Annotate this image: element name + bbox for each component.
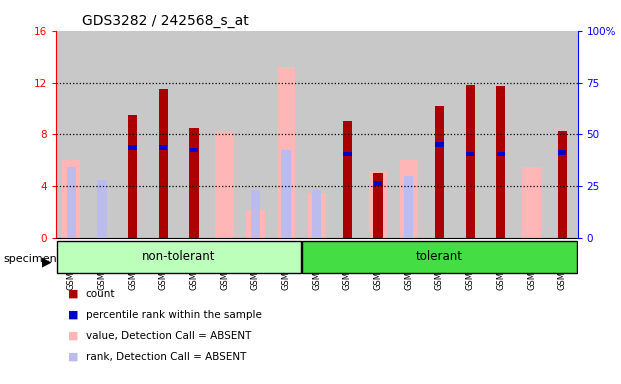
Bar — [301, 31, 332, 238]
Bar — [547, 31, 578, 238]
Bar — [179, 31, 209, 238]
Text: count: count — [86, 289, 116, 299]
Bar — [307, 193, 326, 238]
Bar — [435, 142, 443, 147]
Bar — [486, 31, 516, 238]
FancyBboxPatch shape — [302, 242, 577, 273]
Bar — [466, 152, 474, 156]
Bar — [271, 31, 301, 238]
Text: non-tolerant: non-tolerant — [142, 250, 215, 263]
Bar — [128, 115, 137, 238]
Text: rank, Detection Call = ABSENT: rank, Detection Call = ABSENT — [86, 352, 246, 362]
Bar — [189, 128, 199, 238]
Bar — [246, 210, 265, 238]
Text: value, Detection Call = ABSENT: value, Detection Call = ABSENT — [86, 331, 251, 341]
Bar — [56, 31, 86, 238]
Text: ■: ■ — [68, 310, 79, 320]
Bar — [86, 31, 117, 238]
Bar — [281, 150, 291, 238]
Bar — [129, 145, 137, 150]
Bar — [399, 161, 418, 238]
Text: ■: ■ — [68, 352, 79, 362]
Bar — [277, 67, 295, 238]
Text: ■: ■ — [68, 331, 79, 341]
Text: GDS3282 / 242568_s_at: GDS3282 / 242568_s_at — [82, 14, 249, 28]
Bar — [215, 131, 234, 238]
Bar — [66, 167, 76, 238]
Bar — [251, 190, 260, 238]
Bar — [558, 131, 567, 238]
Bar — [373, 173, 383, 238]
Bar — [189, 154, 199, 238]
Bar — [240, 31, 271, 238]
Bar — [97, 180, 107, 238]
Text: ▶: ▶ — [42, 255, 52, 268]
Bar — [363, 31, 394, 238]
Bar — [148, 31, 179, 238]
FancyBboxPatch shape — [57, 242, 301, 273]
Bar — [404, 176, 414, 238]
Bar — [62, 161, 81, 238]
Bar — [343, 152, 351, 156]
Bar — [522, 167, 541, 238]
Bar — [343, 121, 352, 238]
Text: percentile rank within the sample: percentile rank within the sample — [86, 310, 261, 320]
Bar — [369, 170, 388, 238]
Bar — [117, 31, 148, 238]
Bar — [159, 89, 168, 238]
Bar — [374, 181, 382, 186]
Text: specimen: specimen — [3, 254, 57, 264]
Bar — [332, 31, 363, 238]
Bar — [455, 31, 486, 238]
Bar — [159, 145, 168, 150]
Bar — [312, 190, 321, 238]
Bar — [516, 31, 547, 238]
Bar — [394, 31, 424, 238]
Bar — [466, 85, 474, 238]
Text: ■: ■ — [68, 289, 79, 299]
Bar — [424, 31, 455, 238]
Text: tolerant: tolerant — [416, 250, 463, 263]
Bar — [558, 150, 566, 155]
Bar — [496, 86, 505, 238]
Bar — [435, 106, 444, 238]
Bar — [209, 31, 240, 238]
Bar — [497, 152, 505, 156]
Bar — [190, 148, 198, 152]
